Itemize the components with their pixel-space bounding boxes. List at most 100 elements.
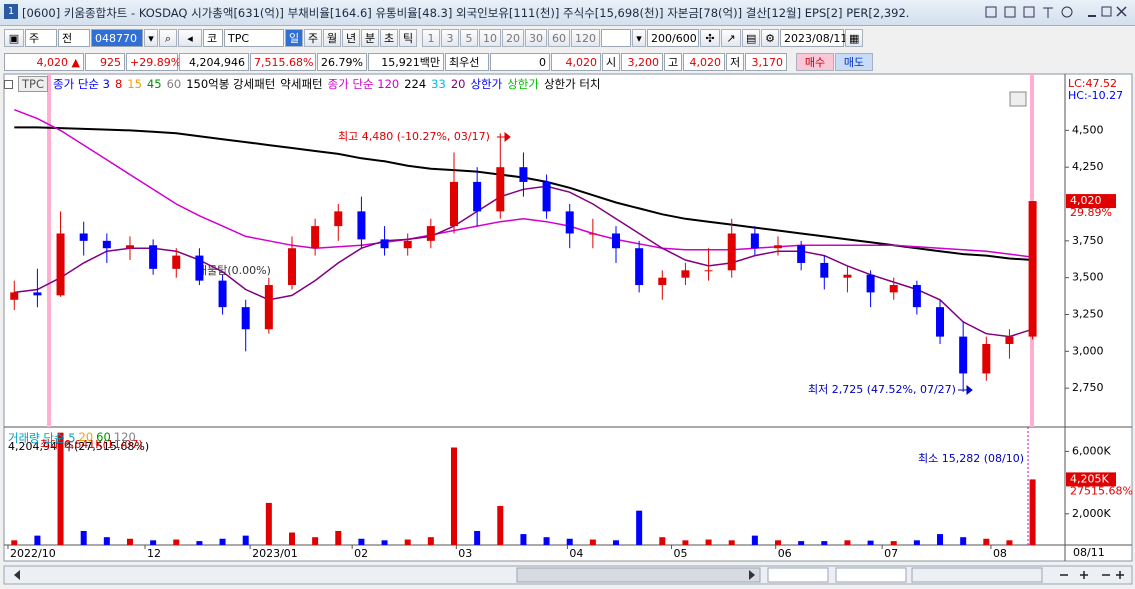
legend: TPC 종가 단순 3 8 15 45 60 150억봉 강세패턴 약세패턴 종가 단순 12… — [4, 76, 601, 92]
candle-body — [172, 255, 181, 269]
amount: 15,921백만 — [368, 53, 444, 71]
candle-body — [33, 292, 42, 296]
scroll-controls[interactable] — [767, 567, 829, 583]
volume-bar — [520, 534, 527, 545]
volume-info: 4,204,946주(27,515.68%) — [8, 440, 149, 453]
candle-body — [473, 181, 482, 212]
x-tick-label: 2022/10 — [10, 547, 56, 560]
maximize[interactable] — [1101, 6, 1112, 17]
y-tick-label: 3,500 — [1072, 271, 1104, 284]
x-tick-label: 03 — [458, 547, 472, 560]
scroll-left[interactable] — [14, 570, 20, 580]
sound-button[interactable]: ◂ — [178, 29, 202, 47]
interval-buttons: 1 3 5 10 20 30 60 120 — [422, 29, 600, 47]
volume-bar — [705, 539, 712, 545]
chart-background — [3, 73, 1133, 562]
interval-button[interactable]: 60 — [548, 29, 570, 47]
interval-button[interactable]: 5 — [460, 29, 478, 47]
save-button[interactable]: ▤ — [742, 29, 760, 47]
x-tick-label: 08 — [993, 547, 1007, 560]
menu-button[interactable]: ▣ — [4, 29, 24, 47]
change-rate: +29.89% — [126, 53, 181, 71]
legend-item: 상한가 — [470, 77, 503, 91]
candle-body — [334, 211, 343, 227]
dropdown[interactable]: ▾ — [144, 29, 158, 47]
scroll-right[interactable] — [749, 570, 755, 580]
period-button[interactable]: 틱 — [399, 29, 417, 47]
calendar-button[interactable]: ▦ — [845, 29, 863, 47]
y-tick-label: 3,750 — [1072, 234, 1104, 247]
tool-button[interactable]: ✣ — [700, 29, 720, 47]
buy-button[interactable]: 매수 — [796, 53, 834, 71]
search-button[interactable]: ⌕ — [159, 29, 177, 47]
window-title: [0600] 키움종합차트 - KOSDAQ 시가총액[631(억)] 부채비율… — [22, 6, 910, 20]
period-button[interactable]: 분 — [361, 29, 379, 47]
lc-label: LC:47.52 — [1068, 77, 1117, 90]
volume-bar — [960, 537, 967, 545]
legend-icon — [4, 79, 13, 89]
y-tick-label: 2,750 — [1072, 381, 1104, 394]
legend-item: 60 — [96, 430, 111, 444]
candle-body — [241, 307, 250, 330]
interval-button[interactable]: 10 — [479, 29, 501, 47]
volume-bar — [867, 540, 874, 545]
sell-button[interactable]: 매도 — [835, 53, 873, 71]
zoom-slider[interactable] — [835, 567, 907, 583]
view-tools[interactable] — [911, 567, 1043, 583]
candle-body — [588, 233, 597, 235]
interval-button[interactable]: 1 — [422, 29, 440, 47]
zoom-buttons[interactable] — [1060, 571, 1124, 579]
volume-bar — [821, 541, 828, 545]
dropdown[interactable]: ▾ — [632, 29, 646, 47]
date-input[interactable]: 2023/08/11 — [780, 29, 847, 47]
volume-bar — [288, 532, 295, 545]
panel-button[interactable] — [1009, 91, 1027, 107]
code-input[interactable]: 048770 — [91, 29, 143, 47]
open: 3,200 — [621, 53, 663, 71]
legend-item: 상한가 — [507, 77, 539, 91]
open-label: 시 — [602, 53, 620, 71]
period-button[interactable]: 일 — [285, 29, 303, 47]
settings-button[interactable]: ⚙ — [761, 29, 779, 47]
volume-bar — [543, 537, 550, 545]
close[interactable] — [1116, 6, 1127, 17]
volume-bar — [589, 539, 596, 545]
icon[interactable] — [1023, 6, 1035, 18]
icon[interactable] — [1004, 6, 1016, 18]
icon[interactable] — [985, 6, 997, 18]
x-tick-label: 06 — [778, 547, 792, 560]
low-annotation: 최저 2,725 (47.52%, 07/27) — [808, 383, 956, 396]
best-price: 4,020 — [551, 53, 601, 71]
interval-input[interactable] — [601, 29, 631, 47]
volume-bar — [126, 538, 133, 545]
legend-item: 20 — [78, 430, 94, 444]
interval-button[interactable]: 3 — [441, 29, 459, 47]
period-button[interactable]: 월 — [323, 29, 341, 47]
scroll-thumb[interactable] — [516, 567, 761, 583]
x-tick-label: 02 — [354, 547, 368, 560]
legend-tag: TPC — [18, 76, 48, 92]
market-select[interactable]: 주 — [25, 29, 57, 47]
volume-bar — [103, 537, 110, 545]
arrow — [958, 384, 973, 396]
interval-button[interactable]: 20 — [502, 29, 524, 47]
volume-bar — [775, 540, 782, 545]
period-button[interactable]: 주 — [304, 29, 322, 47]
icon[interactable] — [1061, 6, 1073, 18]
x-tick-label: 07 — [884, 547, 898, 560]
volume-bar — [265, 502, 272, 545]
candle-body — [635, 248, 644, 286]
tool-button[interactable]: ↗ — [721, 29, 741, 47]
icon[interactable] — [1043, 7, 1053, 18]
legend-item: 종가 단순 3 — [53, 77, 110, 91]
interval-button[interactable]: 30 — [525, 29, 547, 47]
candle-body — [843, 274, 852, 278]
code-prefix: 코 — [203, 29, 223, 47]
last-volume-box — [1066, 472, 1116, 487]
last-volume-label: 4,205K — [1070, 472, 1109, 485]
interval-button[interactable]: 120 — [571, 29, 600, 47]
scope-select[interactable]: 전 — [58, 29, 90, 47]
period-button[interactable]: 년 — [342, 29, 360, 47]
period-button[interactable]: 초 — [380, 29, 398, 47]
